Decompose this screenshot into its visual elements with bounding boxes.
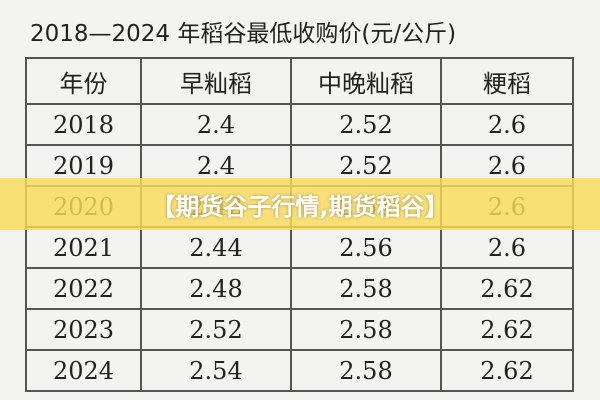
column-header: 中晚籼稻	[290, 57, 442, 105]
banner: 【期货谷子行情,期货稻谷】	[0, 178, 600, 230]
table-cell: 2.52	[140, 308, 292, 351]
table-cell: 2.6	[440, 226, 574, 269]
table-cell: 2024	[25, 349, 142, 392]
table-body: 20182.42.522.620192.42.522.620202.422.54…	[25, 103, 574, 392]
column-header: 粳稻	[440, 57, 574, 105]
table-cell: 2.58	[290, 267, 442, 310]
table-cell: 2022	[25, 267, 142, 310]
table-cell: 2021	[25, 226, 142, 269]
table-cell: 2.58	[290, 349, 442, 392]
table-row: 2018 2.4 2.52 2.6	[25, 103, 574, 146]
table-row: 2024 2.54 2.58 2.62	[25, 349, 574, 392]
table-cell: 2.58	[290, 308, 442, 351]
table-cell: 2018	[25, 103, 142, 146]
table-row: 2021 2.44 2.56 2.6	[25, 226, 574, 269]
table-row: 2022 2.48 2.58 2.62	[25, 267, 574, 310]
column-header: 年份	[25, 57, 142, 105]
title: 2018—2024 年稻谷最低收购价(元/公斤)	[30, 21, 457, 47]
table-cell: 2023	[25, 308, 142, 351]
table-cell: 2.48	[140, 267, 292, 310]
table-cell: 2.54	[140, 349, 292, 392]
table-cell: 2.6	[440, 103, 574, 146]
table-cell: 2.62	[440, 308, 574, 351]
table-cell: 2.44	[140, 226, 292, 269]
column-header: 早籼稻	[140, 57, 292, 105]
table-cell: 2.52	[290, 103, 442, 146]
price-table: 年份 早籼稻 中晚籼稻 粳稻 2018 2.4 2.52 2.6 2019 2.4 2.52 2.6…	[25, 57, 574, 392]
table-cell: 2.62	[440, 267, 574, 310]
table-cell: 2.62	[440, 349, 574, 392]
table-cell: 2.56	[290, 226, 442, 269]
table-row: 2023 2.52 2.58 2.62	[25, 308, 574, 351]
header-row: 年份 早籼稻 中晚籼稻 粳稻	[25, 57, 574, 105]
table-cell: 2.4	[140, 103, 292, 146]
